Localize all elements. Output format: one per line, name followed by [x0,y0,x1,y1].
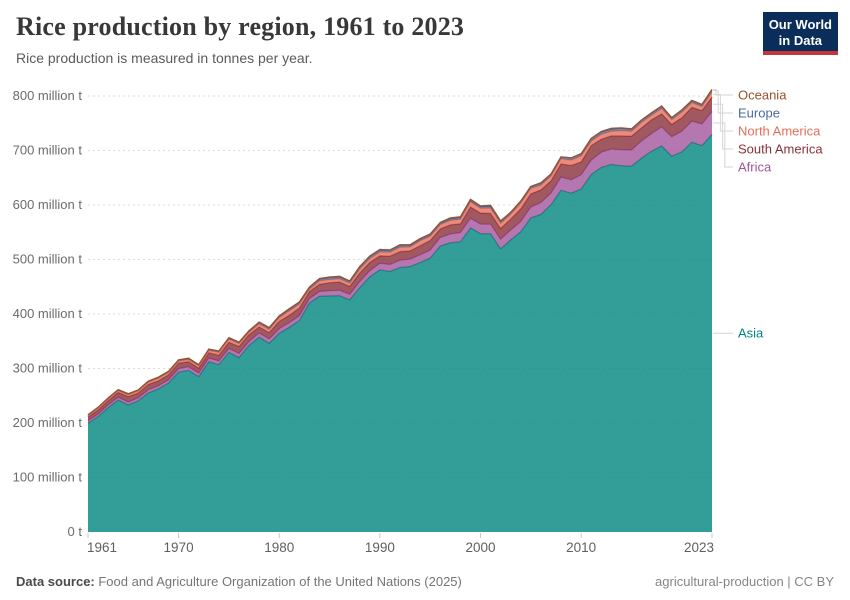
x-axis-label: 1990 [365,540,395,555]
legend-label-south-america[interactable]: South America [738,142,823,157]
y-axis-label: 0 t [68,524,83,539]
legend-connector-south-america [713,103,733,150]
x-axis-label: 2023 [684,540,714,555]
legend-connector-oceania [713,89,733,96]
data-source-label: Data source: [16,574,95,589]
legend-label-oceania[interactable]: Oceania [738,88,787,103]
owid-logo[interactable]: Our World in Data [762,12,838,56]
y-axis-label: 800 million t [13,88,83,103]
page-title: Rice production by region, 1961 to 2023 [16,12,465,41]
area-south-america[interactable] [88,97,712,421]
y-axis-label: 500 million t [13,252,83,267]
x-axis-label: 1970 [164,540,194,555]
legend-label-asia[interactable]: Asia [738,326,764,341]
legend-label-north-america[interactable]: North America [738,124,821,139]
logo-line1: Our World [768,17,832,32]
area-asia[interactable] [88,134,712,532]
data-source-text: Food and Agriculture Organization of the… [94,574,462,589]
logo-line2: in Data [778,32,823,48]
y-axis-label: 200 million t [13,415,83,430]
y-axis-label: 300 million t [13,361,83,376]
legend-connector-africa [713,122,733,168]
series-line-oceania [87,89,713,416]
footer-links[interactable]: agricultural-production | CC BY [655,574,834,589]
y-axis-label: 400 million t [13,306,83,321]
legend-label-africa[interactable]: Africa [738,160,772,175]
x-axis-label: 2000 [465,540,495,555]
chart-subtitle: Rice production is measured in tonnes pe… [16,50,313,66]
x-axis-label: 2010 [566,540,596,555]
legend-label-europe[interactable]: Europe [738,106,780,121]
y-axis-label: 600 million t [13,197,83,212]
chart-footer: Data source: Food and Agriculture Organi… [16,574,834,589]
area-africa[interactable] [88,111,712,424]
y-axis-label: 700 million t [13,143,83,158]
x-axis-label: 1961 [87,540,117,555]
chart-header: Rice production by region, 1961 to 2023 … [16,12,716,66]
y-axis-label: 100 million t [13,470,83,485]
x-axis-label: 1980 [264,540,294,555]
data-source: Data source: Food and Agriculture Organi… [16,574,462,589]
